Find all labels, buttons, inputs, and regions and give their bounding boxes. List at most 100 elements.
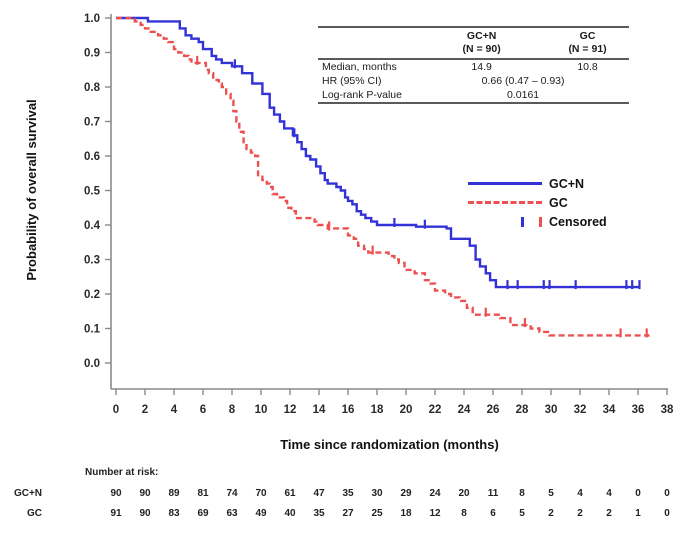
y-tick-label: 0.8 bbox=[84, 82, 101, 94]
x-tick-label: 32 bbox=[574, 404, 587, 416]
risk-count: 4 bbox=[577, 488, 583, 499]
risk-count: 25 bbox=[371, 508, 383, 519]
stats-col-header-gcn: GC+N (N = 90) bbox=[462, 30, 501, 56]
gc-line-swatch bbox=[468, 201, 542, 204]
y-tick-label: 0.7 bbox=[84, 117, 100, 129]
x-tick-label: 6 bbox=[200, 404, 206, 416]
risk-count: 29 bbox=[400, 488, 412, 499]
risk-count: 2 bbox=[548, 508, 554, 519]
hr-value: 0.66 (0.47 – 0.93) bbox=[481, 75, 565, 88]
risk-count: 30 bbox=[371, 488, 383, 499]
risk-count: 61 bbox=[284, 488, 296, 499]
stats-inset-table: GC+N (N = 90) GC (N = 91) Median, months… bbox=[318, 26, 629, 105]
y-tick-label: 1.0 bbox=[84, 13, 100, 25]
risk-count: 8 bbox=[519, 488, 525, 499]
x-tick-label: 2 bbox=[142, 404, 148, 416]
risk-count: 47 bbox=[313, 488, 325, 499]
x-tick-label: 20 bbox=[400, 404, 413, 416]
risk-count: 4 bbox=[606, 488, 612, 499]
y-tick-label: 0.3 bbox=[84, 255, 100, 267]
risk-count: 0 bbox=[635, 488, 641, 499]
y-tick-label: 0.4 bbox=[84, 220, 101, 232]
legend-label-gcn: GC+N bbox=[549, 176, 585, 191]
risk-count: 90 bbox=[110, 488, 122, 499]
x-tick-label: 4 bbox=[171, 404, 178, 416]
risk-count: 35 bbox=[313, 508, 325, 519]
risk-count: 40 bbox=[284, 508, 296, 519]
risk-count: 27 bbox=[342, 508, 354, 519]
risk-count: 5 bbox=[548, 488, 554, 499]
x-tick-label: 8 bbox=[229, 404, 236, 416]
y-tick-label: 0.5 bbox=[84, 186, 101, 198]
y-tick-label: 0.2 bbox=[84, 289, 100, 301]
risk-row-label-gcn: GC+N bbox=[13, 488, 42, 499]
number-at-risk-title: Number at risk: bbox=[85, 467, 159, 478]
risk-count: 90 bbox=[139, 508, 151, 519]
x-tick-label: 12 bbox=[284, 404, 297, 416]
x-tick-label: 0 bbox=[113, 404, 119, 416]
km-curve-gcn bbox=[116, 16, 640, 289]
risk-count: 0 bbox=[664, 508, 670, 519]
x-tick-label: 10 bbox=[255, 404, 268, 416]
x-tick-label: 14 bbox=[313, 404, 326, 416]
legend-label-gc: GC bbox=[549, 195, 568, 210]
risk-count: 91 bbox=[110, 508, 122, 519]
risk-count: 2 bbox=[606, 508, 612, 519]
x-tick-label: 26 bbox=[487, 404, 500, 416]
risk-count: 83 bbox=[168, 508, 180, 519]
stats-row-logrank: Log-rank P-value 0.0161 bbox=[318, 88, 629, 102]
risk-count: 69 bbox=[197, 508, 209, 519]
risk-count: 24 bbox=[429, 488, 441, 499]
risk-count: 70 bbox=[255, 488, 267, 499]
x-tick-label: 30 bbox=[545, 404, 558, 416]
stats-row-hr: HR (95% CI) 0.66 (0.47 – 0.93) bbox=[318, 74, 629, 88]
x-tick-label: 28 bbox=[516, 404, 529, 416]
risk-count: 2 bbox=[577, 508, 583, 519]
risk-count: 0 bbox=[664, 488, 670, 499]
risk-count: 11 bbox=[487, 488, 499, 499]
legend-label-censored: Censored bbox=[549, 214, 607, 229]
gcn-line-swatch bbox=[468, 182, 542, 185]
risk-count: 49 bbox=[255, 508, 267, 519]
legend-item-gcn: GC+N bbox=[468, 174, 668, 193]
x-axis-title: Time since randomization (months) bbox=[280, 437, 499, 452]
stats-col-header-gc: GC (N = 91) bbox=[568, 30, 607, 56]
legend: GC+N GC Censored bbox=[468, 174, 668, 231]
y-tick-label: 0.9 bbox=[84, 48, 100, 60]
risk-count: 90 bbox=[139, 488, 151, 499]
risk-count: 12 bbox=[429, 508, 441, 519]
risk-count: 5 bbox=[519, 508, 525, 519]
km-curve-gc bbox=[116, 16, 650, 337]
risk-count: 63 bbox=[226, 508, 238, 519]
median-gcn-value: 14.9 bbox=[471, 61, 492, 74]
y-tick-label: 0.1 bbox=[84, 324, 101, 336]
y-tick-label: 0.0 bbox=[84, 358, 100, 370]
legend-item-censored: Censored bbox=[468, 212, 668, 231]
y-axis-title: Probability of overall survival bbox=[24, 99, 39, 280]
risk-count: 20 bbox=[458, 488, 470, 499]
x-tick-label: 16 bbox=[342, 404, 355, 416]
risk-count: 35 bbox=[342, 488, 354, 499]
median-gc-value: 10.8 bbox=[577, 61, 598, 74]
stats-row-median: Median, months 14.9 10.8 bbox=[318, 60, 629, 74]
legend-item-gc: GC bbox=[468, 193, 668, 212]
x-tick-label: 36 bbox=[632, 404, 645, 416]
x-tick-label: 24 bbox=[458, 404, 471, 416]
risk-count: 6 bbox=[490, 508, 496, 519]
y-tick-label: 0.6 bbox=[84, 151, 100, 163]
censored-ticks-swatch bbox=[468, 216, 542, 227]
x-tick-label: 22 bbox=[429, 404, 442, 416]
risk-count: 18 bbox=[400, 508, 412, 519]
x-tick-label: 18 bbox=[371, 404, 384, 416]
risk-count: 74 bbox=[226, 488, 238, 499]
risk-count: 81 bbox=[197, 488, 209, 499]
logrank-value: 0.0161 bbox=[507, 89, 540, 102]
x-tick-label: 38 bbox=[661, 404, 674, 416]
risk-count: 89 bbox=[168, 488, 180, 499]
risk-count: 8 bbox=[461, 508, 467, 519]
risk-count: 1 bbox=[635, 508, 641, 519]
risk-row-label-gc: GC bbox=[27, 508, 42, 519]
x-tick-label: 34 bbox=[603, 404, 616, 416]
